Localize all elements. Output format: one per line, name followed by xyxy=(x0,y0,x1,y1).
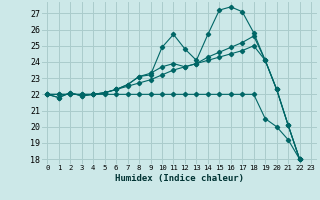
X-axis label: Humidex (Indice chaleur): Humidex (Indice chaleur) xyxy=(115,174,244,183)
